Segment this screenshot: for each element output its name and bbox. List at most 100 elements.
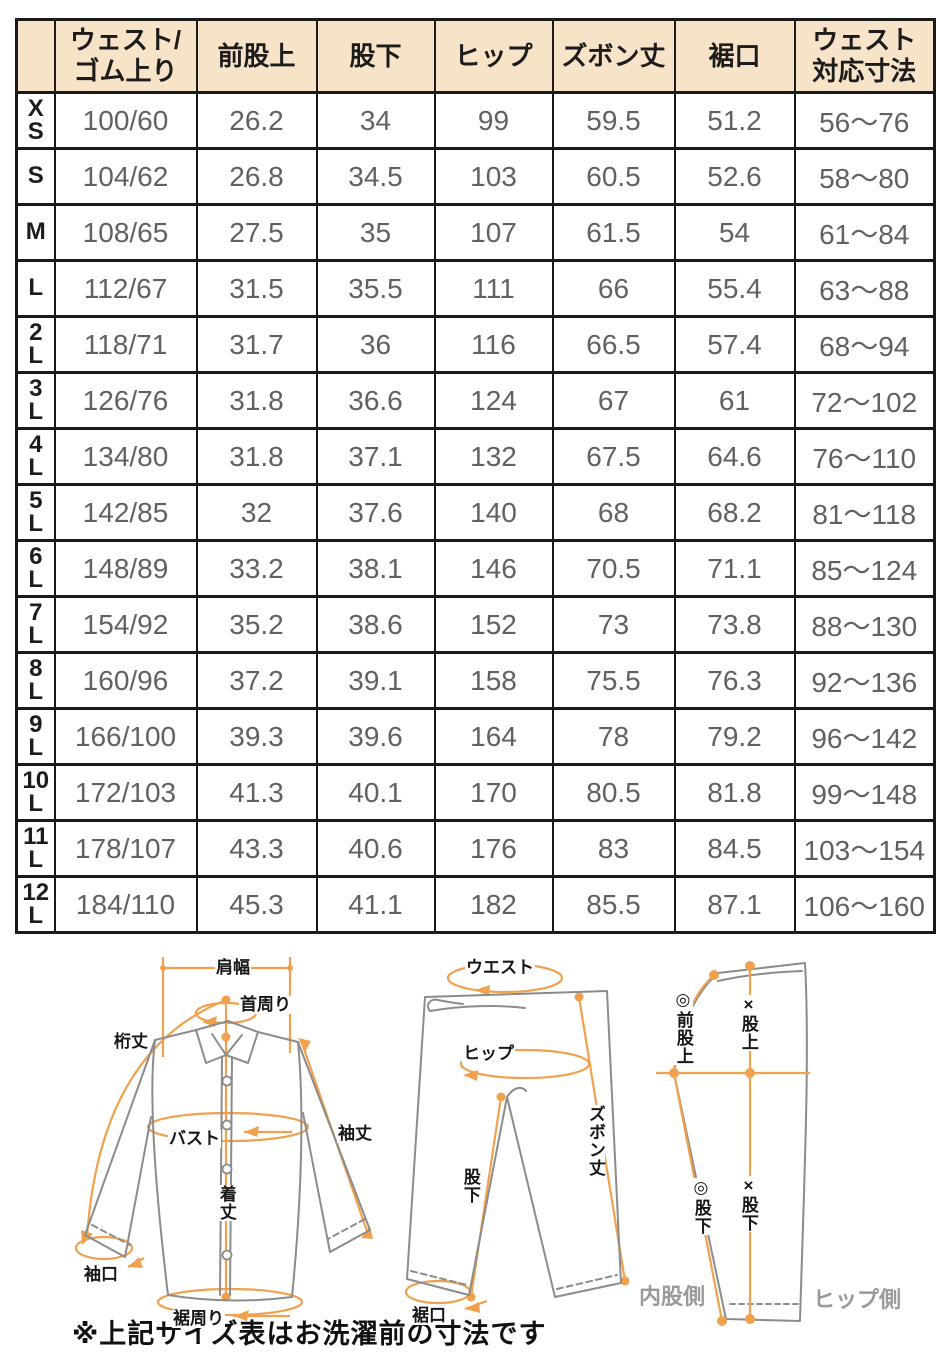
size-value-cell: 170: [433, 763, 554, 822]
column-header-waist-range: ウェスト 対応寸法: [793, 18, 936, 94]
label-pants-hip: ヒップ: [462, 1044, 515, 1063]
size-value-cell: 104/62: [53, 147, 198, 206]
size-value-cell: 92〜136: [793, 651, 936, 710]
size-value-cell: 67.5: [551, 427, 676, 486]
size-value-cell: 116: [433, 315, 554, 374]
size-label-cell: 3 L: [15, 371, 56, 430]
label-shoulder-width: 肩幅: [215, 958, 251, 978]
size-label-cell: 12 L: [15, 875, 56, 934]
table-row: 11 L 178/107 43.3 40.6 176 83 84.5 103〜154: [15, 819, 936, 878]
size-value-cell: 55.4: [673, 259, 796, 318]
size-label-cell: 6 L: [15, 539, 56, 598]
corner-cell: [15, 18, 56, 94]
label-front-rise-correct: ◎前股上: [673, 990, 693, 1065]
size-value-cell: 111: [433, 259, 554, 318]
pants-front-outline: [406, 990, 622, 1298]
size-label-cell: L: [15, 259, 56, 318]
size-value-cell: 32: [195, 483, 318, 542]
table-row: 8 L 160/96 37.2 39.1 158 75.5 76.3 92〜136: [15, 651, 936, 710]
size-value-cell: 126/76: [53, 371, 198, 430]
column-header-pants-length: ズボン丈: [551, 18, 676, 94]
size-value-cell: 34.5: [315, 147, 436, 206]
size-value-cell: 61.5: [551, 203, 676, 262]
size-label-cell: 2 L: [15, 315, 56, 374]
size-value-cell: 60.5: [551, 147, 676, 206]
table-row: S 104/62 26.8 34.5 103 60.5 52.6 58〜80: [15, 147, 936, 206]
size-label-cell: X S: [15, 91, 56, 150]
size-value-cell: 39.3: [195, 707, 318, 766]
label-rise-wrong: ×股上: [738, 995, 758, 1051]
size-value-cell: 34: [315, 91, 436, 150]
size-value-cell: 64.6: [673, 427, 796, 486]
size-value-cell: 27.5: [195, 203, 318, 262]
size-label-cell: S: [15, 147, 56, 206]
size-value-cell: 112/67: [53, 259, 198, 318]
size-value-cell: 103: [433, 147, 554, 206]
size-value-cell: 134/80: [53, 427, 198, 486]
size-value-cell: 39.6: [315, 707, 436, 766]
size-value-cell: 41.3: [195, 763, 318, 822]
size-value-cell: 75.5: [551, 651, 676, 710]
size-value-cell: 54: [673, 203, 796, 262]
size-label-cell: 11 L: [15, 819, 56, 878]
size-value-cell: 73.8: [673, 595, 796, 654]
column-header-hem-opening: 裾口: [673, 18, 796, 94]
size-value-cell: 132: [433, 427, 554, 486]
table-row: 2 L 118/71 31.7 36 116 66.5 57.4 68〜94: [15, 315, 936, 374]
table-row: 10 L 172/103 41.3 40.1 170 80.5 81.8 99〜148: [15, 763, 936, 822]
size-value-cell: 51.2: [673, 91, 796, 150]
size-value-cell: 140: [433, 483, 554, 542]
size-value-cell: 172/103: [53, 763, 198, 822]
table-row: X S 100/60 26.2 34 99 59.5 51.2 56〜76: [15, 91, 936, 150]
table-row: 5 L 142/85 32 37.6 140 68 68.2 81〜118: [15, 483, 936, 542]
size-value-cell: 178/107: [53, 819, 198, 878]
size-value-cell: 61〜84: [793, 203, 936, 262]
size-label-cell: M: [15, 203, 56, 262]
size-label-cell: 7 L: [15, 595, 56, 654]
size-value-cell: 68.2: [673, 483, 796, 542]
size-value-cell: 124: [433, 371, 554, 430]
size-value-cell: 80.5: [551, 763, 676, 822]
size-value-cell: 96〜142: [793, 707, 936, 766]
size-value-cell: 71.1: [673, 539, 796, 598]
size-label-cell: 8 L: [15, 651, 56, 710]
size-value-cell: 85〜124: [793, 539, 936, 598]
size-value-cell: 68: [551, 483, 676, 542]
size-value-cell: 99〜148: [793, 763, 936, 822]
label-inseam-correct: ◎股下: [691, 1178, 711, 1235]
shirt-measurement-diagram: [74, 957, 373, 1321]
table-row: 9 L 166/100 39.3 39.6 164 78 79.2 96〜142: [15, 707, 936, 766]
column-header-inseam: 股下: [315, 18, 436, 94]
size-value-cell: 39.1: [315, 651, 436, 710]
size-value-cell: 35.2: [195, 595, 318, 654]
size-value-cell: 63〜88: [793, 259, 936, 318]
size-value-cell: 76.3: [673, 651, 796, 710]
size-value-cell: 36.6: [315, 371, 436, 430]
size-value-cell: 31.7: [195, 315, 318, 374]
size-label-cell: 4 L: [15, 427, 56, 486]
table-row: 4 L 134/80 31.8 37.1 132 67.5 64.6 76〜110: [15, 427, 936, 486]
size-value-cell: 41.1: [315, 875, 436, 934]
column-header-front-rise: 前股上: [195, 18, 318, 94]
label-bust: バスト: [168, 1129, 221, 1148]
size-value-cell: 83: [551, 819, 676, 878]
size-value-cell: 158: [433, 651, 554, 710]
table-row: 6 L 148/89 33.2 38.1 146 70.5 71.1 85〜124: [15, 539, 936, 598]
size-value-cell: 76〜110: [793, 427, 936, 486]
size-value-cell: 118/71: [53, 315, 198, 374]
size-value-cell: 142/85: [53, 483, 198, 542]
size-value-cell: 87.1: [673, 875, 796, 934]
size-value-cell: 37.6: [315, 483, 436, 542]
label-pants-waist: ウエスト: [465, 958, 535, 977]
size-value-cell: 37.1: [315, 427, 436, 486]
size-value-cell: 33.2: [195, 539, 318, 598]
size-value-cell: 176: [433, 819, 554, 878]
size-value-cell: 40.6: [315, 819, 436, 878]
size-value-cell: 31.8: [195, 371, 318, 430]
label-pants-hem-opening: 裾口: [411, 1306, 447, 1325]
column-header-waist-elastic: ウェスト/ ゴム上り: [53, 18, 198, 94]
size-value-cell: 37.2: [195, 651, 318, 710]
label-cuff-opening: 袖口: [83, 1265, 119, 1284]
size-value-cell: 166/100: [53, 707, 198, 766]
